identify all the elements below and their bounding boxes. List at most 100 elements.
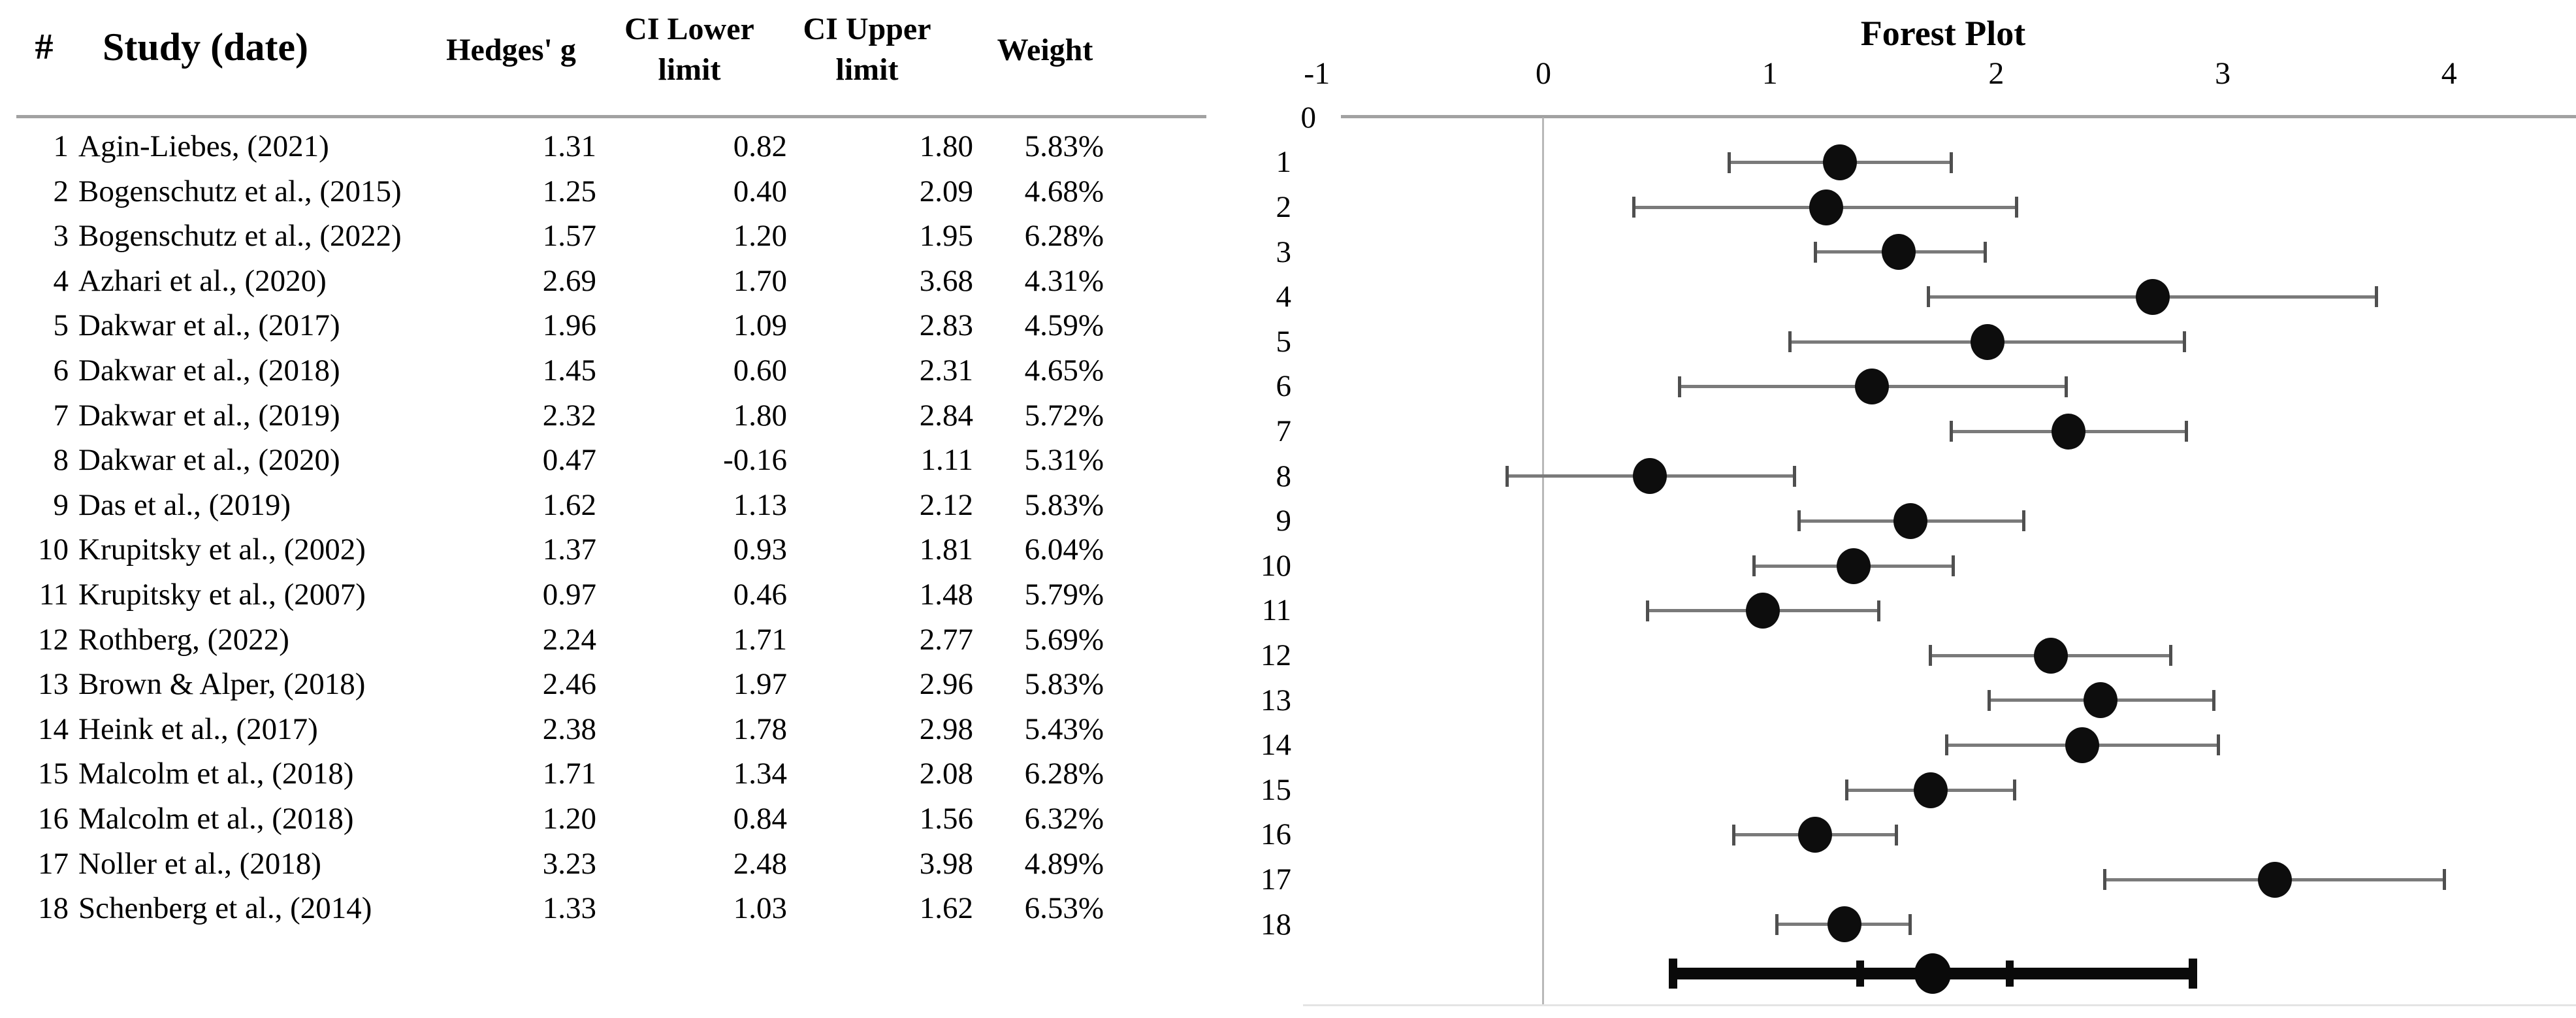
effect-size-marker (1836, 548, 1871, 584)
y-row-label: 0 (1206, 95, 1341, 140)
y-row-label: 16 (1261, 817, 1291, 852)
effect-size-marker (1893, 502, 1927, 539)
weight-cell: 5.83% (1024, 487, 1104, 522)
ci-cap-right (2185, 421, 2189, 442)
study-name-cell: Malcolm et al., (2018) (78, 802, 354, 836)
ci-upper-cell: 2.96 (919, 667, 973, 702)
row-number-cell: 1 (53, 129, 69, 163)
col-header-number: # (35, 27, 54, 67)
ci-cap-right (2212, 689, 2215, 711)
x-tick-label: 2 (1988, 56, 2004, 91)
ci-lower-cell: 0.60 (733, 353, 787, 387)
study-name-cell: Brown & Alper, (2018) (78, 667, 366, 702)
row-number-cell: 7 (53, 398, 69, 433)
hedges-g-cell: 1.96 (542, 308, 596, 343)
study-name-cell: Noller et al., (2018) (78, 846, 321, 881)
ci-upper-cell: 2.98 (919, 712, 973, 746)
ci-cap-left (1752, 555, 1756, 576)
row-number-cell: 3 (53, 219, 69, 254)
effect-size-marker (1854, 369, 1889, 405)
hedges-g-cell: 1.37 (542, 533, 596, 567)
weight-cell: 6.28% (1024, 757, 1104, 791)
study-name-cell: Heink et al., (2017) (78, 712, 318, 746)
weight-cell: 5.83% (1024, 129, 1104, 163)
y-row-label: 12 (1261, 638, 1291, 672)
effect-size-marker (1882, 234, 1916, 271)
x-tick-label: 1 (1762, 56, 1778, 91)
ci-lower-cell: 1.13 (733, 487, 787, 522)
table-row: 10 Krupitsky et al., (2002) 1.37 0.93 1.81 6.… (0, 527, 1123, 572)
ci-lower-cell: -0.16 (723, 443, 787, 478)
ci-upper-line1: CI Upper (803, 12, 931, 46)
y-row-label: 7 (1276, 414, 1292, 448)
ci-cap-left (1731, 824, 1735, 846)
row-number-cell: 2 (53, 174, 69, 208)
ci-cap-left (2103, 869, 2107, 891)
ci-upper-cell: 2.31 (919, 353, 973, 387)
row-number-cell: 16 (38, 802, 69, 836)
ci-upper-line2: limit (835, 52, 899, 87)
ci-cap-right (2012, 780, 2016, 800)
ci-cap-left (1926, 286, 1930, 308)
ci-cap-right (2015, 197, 2019, 218)
x-tick-label: 0 (1536, 56, 1551, 91)
ci-lower-cell: 1.78 (733, 712, 787, 746)
ci-upper-cell: 2.08 (919, 757, 973, 791)
hedges-g-cell: 3.23 (542, 846, 596, 881)
ci-cap-right (1908, 913, 1912, 935)
hedges-g-cell: 1.20 (542, 802, 596, 836)
ci-cap-right (1952, 555, 1956, 576)
effect-size-marker (2083, 682, 2117, 719)
ci-cap-left (1813, 241, 1817, 263)
ci-upper-cell: 3.68 (919, 263, 973, 298)
row-number-cell: 12 (38, 622, 69, 657)
hedges-g-cell: 2.32 (542, 398, 596, 433)
weight-cell: 5.72% (1024, 398, 1104, 433)
ci-lower-cell: 0.46 (733, 578, 787, 612)
row-number-cell: 4 (53, 263, 69, 298)
table-row: 14 Heink et al., (2017) 2.38 1.78 2.98 5.43% (0, 707, 1123, 752)
weight-cell: 6.53% (1024, 891, 1104, 926)
effect-size-marker (1823, 144, 1858, 181)
study-name-cell: Das et al., (2019) (78, 487, 291, 522)
y-row-label: 13 (1261, 683, 1291, 717)
effect-size-marker (2135, 278, 2170, 315)
table-row: 12 Rothberg, (2022) 2.24 1.71 2.77 5.69% (0, 617, 1123, 663)
effect-size-marker (1746, 593, 1780, 629)
table-row: 4 Azhari et al., (2020) 2.69 1.70 3.68 4.31% (0, 259, 1123, 304)
ci-lower-cell: 0.84 (733, 802, 787, 836)
y-row-label: 17 (1261, 862, 1291, 896)
ci-upper-cell: 2.84 (919, 398, 973, 433)
effect-size-marker (1913, 772, 1948, 808)
ci-upper-cell: 2.83 (919, 308, 973, 343)
ci-cap-left (1797, 510, 1801, 532)
ci-cap-left (1645, 600, 1649, 621)
ci-cap-left (1727, 152, 1731, 173)
effect-size-marker (1632, 458, 1667, 495)
row-number-cell: 15 (38, 757, 69, 791)
ci-cap-right (1793, 465, 1797, 487)
col-header-weight: Weight (997, 33, 1093, 67)
study-name-cell: Malcolm et al., (2018) (78, 757, 354, 791)
col-header-ci-lower: CI Lower limit (613, 9, 766, 90)
ci-cap-left (1929, 645, 1933, 666)
hedges-g-cell: 1.31 (542, 129, 596, 163)
study-name-cell: Krupitsky et al., (2002) (78, 533, 366, 567)
x-tick-label: 3 (2215, 56, 2231, 91)
y-row-label: 14 (1261, 728, 1291, 763)
ci-lower-cell: 1.34 (733, 757, 787, 791)
effect-size-marker (1827, 906, 1862, 943)
y-row-label: 18 (1261, 907, 1291, 942)
hedges-g-cell: 2.46 (542, 667, 596, 702)
hedges-g-cell: 1.57 (542, 219, 596, 254)
ci-cap-right (2065, 376, 2069, 397)
ci-lower-cell: 2.48 (733, 846, 787, 881)
col-header-ci-upper: CI Upper limit (790, 9, 944, 90)
ci-cap-left (1788, 331, 1792, 352)
y-row-label: 10 (1261, 548, 1291, 583)
row-number-cell: 8 (53, 443, 69, 478)
ci-cap-right (2216, 734, 2220, 756)
row-number-cell: 17 (38, 846, 69, 881)
ci-upper-cell: 2.77 (919, 622, 973, 657)
